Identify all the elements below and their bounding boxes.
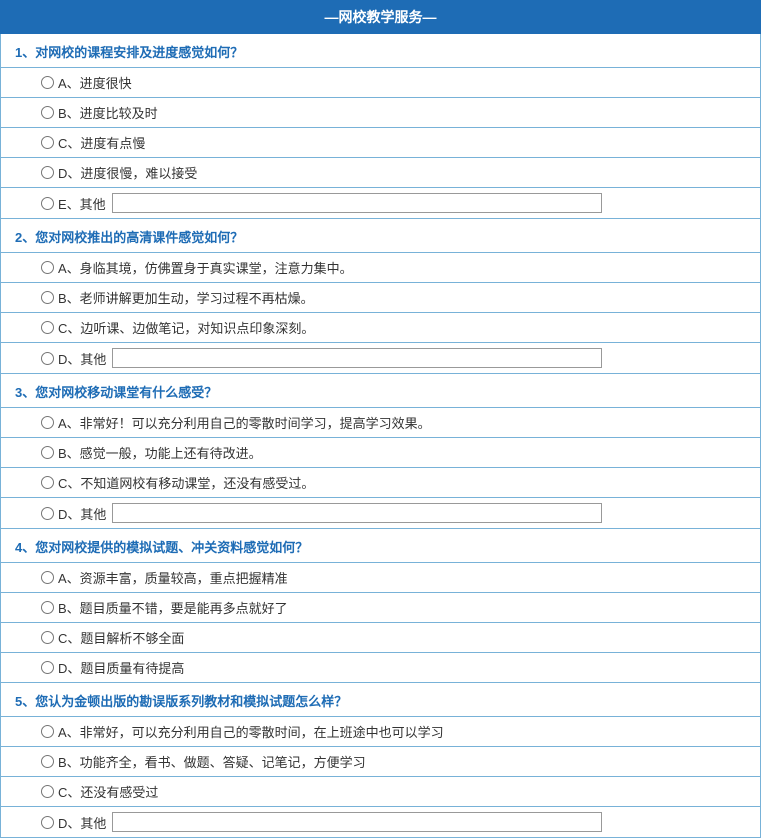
question-block: 1、对网校的课程安排及进度感觉如何？ A、进度很快 B、进度比较及时 C、进度有点慢 D… [0, 34, 761, 219]
option-row: C、题目解析不够全面 [1, 623, 760, 653]
option-label: C、题目解析不够全面 [58, 628, 184, 647]
section-header: —网校教学服务— [0, 0, 761, 34]
option-label: B、老师讲解更加生动，学习过程不再枯燥。 [58, 288, 314, 307]
option-label: A、资源丰富，质量较高，重点把握精准 [58, 568, 288, 587]
option-radio[interactable] [41, 261, 54, 274]
option-radio[interactable] [41, 136, 54, 149]
option-radio[interactable] [41, 416, 54, 429]
other-text-input[interactable] [112, 503, 602, 523]
option-row: B、进度比较及时 [1, 98, 760, 128]
option-row: C、边听课、边做笔记，对知识点印象深刻。 [1, 313, 760, 343]
other-text-input[interactable] [112, 812, 602, 832]
option-row: D、其他 [1, 498, 760, 528]
option-label: C、进度有点慢 [58, 133, 145, 152]
option-row: D、进度很慢，难以接受 [1, 158, 760, 188]
option-radio[interactable] [41, 661, 54, 674]
option-radio[interactable] [41, 352, 54, 365]
option-row: A、资源丰富，质量较高，重点把握精准 [1, 563, 760, 593]
option-row: D、题目质量有待提高 [1, 653, 760, 682]
option-label: A、进度很快 [58, 73, 132, 92]
option-radio[interactable] [41, 755, 54, 768]
option-row: B、题目质量不错，要是能再多点就好了 [1, 593, 760, 623]
option-label: D、进度很慢，难以接受 [58, 163, 197, 182]
option-radio[interactable] [41, 166, 54, 179]
option-radio[interactable] [41, 601, 54, 614]
option-label: A、身临其境，仿佛置身于真实课堂，注意力集中。 [58, 258, 353, 277]
other-text-input[interactable] [112, 193, 602, 213]
option-row: D、其他 [1, 807, 760, 837]
option-row: C、不知道网校有移动课堂，还没有感受过。 [1, 468, 760, 498]
option-label: D、其他 [58, 349, 106, 368]
option-label: B、功能齐全，看书、做题、答疑、记笔记，方便学习 [58, 752, 366, 771]
question-title: 2、您对网校推出的高清课件感觉如何？ [1, 219, 760, 253]
option-label: D、题目质量有待提高 [58, 658, 184, 677]
option-row: B、功能齐全，看书、做题、答疑、记笔记，方便学习 [1, 747, 760, 777]
question-title: 5、您认为金顿出版的勘误版系列教材和模拟试题怎么样？ [1, 683, 760, 717]
option-radio[interactable] [41, 507, 54, 520]
option-label: D、其他 [58, 504, 106, 523]
option-label: B、题目质量不错，要是能再多点就好了 [58, 598, 288, 617]
other-text-input[interactable] [112, 348, 602, 368]
option-row: A、非常好！可以充分利用自己的零散时间学习，提高学习效果。 [1, 408, 760, 438]
option-label: A、非常好，可以充分利用自己的零散时间，在上班途中也可以学习 [58, 722, 444, 741]
option-radio[interactable] [41, 291, 54, 304]
question-block: 5、您认为金顿出版的勘误版系列教材和模拟试题怎么样？ A、非常好，可以充分利用自己… [0, 683, 761, 838]
question-block: 2、您对网校推出的高清课件感觉如何？ A、身临其境，仿佛置身于真实课堂，注意力集中… [0, 219, 761, 374]
option-radio[interactable] [41, 446, 54, 459]
header-title: —网校教学服务— [325, 9, 437, 25]
question-title: 3、您对网校移动课堂有什么感受？ [1, 374, 760, 408]
option-row: A、非常好，可以充分利用自己的零散时间，在上班途中也可以学习 [1, 717, 760, 747]
option-label: C、边听课、边做笔记，对知识点印象深刻。 [58, 318, 314, 337]
option-row: B、感觉一般，功能上还有待改进。 [1, 438, 760, 468]
option-radio[interactable] [41, 725, 54, 738]
option-radio[interactable] [41, 321, 54, 334]
option-row: A、身临其境，仿佛置身于真实课堂，注意力集中。 [1, 253, 760, 283]
option-radio[interactable] [41, 571, 54, 584]
option-label: B、进度比较及时 [58, 103, 158, 122]
option-radio[interactable] [41, 816, 54, 829]
option-radio[interactable] [41, 106, 54, 119]
question-block: 3、您对网校移动课堂有什么感受？ A、非常好！可以充分利用自己的零散时间学习，提高… [0, 374, 761, 529]
option-radio[interactable] [41, 785, 54, 798]
option-label: C、不知道网校有移动课堂，还没有感受过。 [58, 473, 314, 492]
option-label: C、还没有感受过 [58, 782, 158, 801]
option-row: E、其他 [1, 188, 760, 218]
option-label: E、其他 [58, 194, 106, 213]
question-block: 4、您对网校提供的模拟试题、冲关资料感觉如何？ A、资源丰富，质量较高，重点把握精… [0, 529, 761, 683]
option-radio[interactable] [41, 476, 54, 489]
option-label: B、感觉一般，功能上还有待改进。 [58, 443, 262, 462]
option-label: D、其他 [58, 813, 106, 832]
question-title: 1、对网校的课程安排及进度感觉如何？ [1, 34, 760, 68]
option-row: C、还没有感受过 [1, 777, 760, 807]
option-row: B、老师讲解更加生动，学习过程不再枯燥。 [1, 283, 760, 313]
question-title: 4、您对网校提供的模拟试题、冲关资料感觉如何？ [1, 529, 760, 563]
option-label: A、非常好！可以充分利用自己的零散时间学习，提高学习效果。 [58, 413, 431, 432]
option-row: D、其他 [1, 343, 760, 373]
option-radio[interactable] [41, 197, 54, 210]
option-row: A、进度很快 [1, 68, 760, 98]
option-radio[interactable] [41, 76, 54, 89]
option-row: C、进度有点慢 [1, 128, 760, 158]
option-radio[interactable] [41, 631, 54, 644]
